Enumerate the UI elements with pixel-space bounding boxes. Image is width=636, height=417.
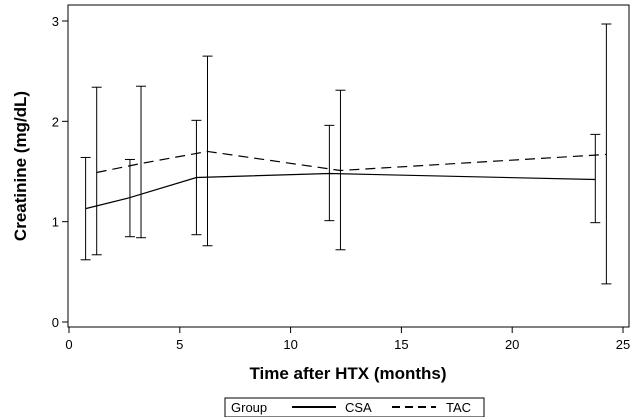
series-line-tac [96,150,607,174]
x-tick-label: 10 [283,337,297,352]
series-layer [80,23,612,285]
plot-frame [67,4,630,328]
error-bar-csa [80,156,91,261]
error-bar-tac [202,55,213,247]
y-tick-label: 1 [52,215,59,230]
error-bar-tac [91,86,102,256]
y-axis-ticks: 0 1 2 3 [52,14,68,330]
error-bar-csa [124,158,135,238]
error-bar-csa [191,119,202,236]
y-axis-title: Creatinine (mg/dL) [11,91,30,241]
y-tick-label: 0 [52,315,59,330]
legend: Group CSA TAC [224,397,485,417]
series-csa [80,119,601,261]
x-axis-title: Time after HTX (months) [249,364,446,383]
legend-label-tac: TAC [446,400,471,415]
x-axis-ticks: 0 5 10 15 20 25 [65,327,630,352]
legend-box [224,397,485,417]
error-bar-csa [590,133,601,224]
error-bar-tac [335,89,346,251]
x-tick-label: 5 [176,337,183,352]
error-bar-tac [601,23,612,285]
legend-title: Group [231,400,267,415]
y-tick-label: 3 [52,14,59,29]
error-bar-tac [136,85,147,239]
x-tick-label: 0 [65,337,72,352]
legend-label-csa: CSA [345,400,372,415]
y-tick-label: 2 [52,114,59,129]
x-tick-label: 20 [505,337,519,352]
x-tick-label: 25 [616,337,630,352]
series-tac [91,23,612,285]
error-bar-csa [324,124,335,222]
x-tick-label: 15 [394,337,408,352]
